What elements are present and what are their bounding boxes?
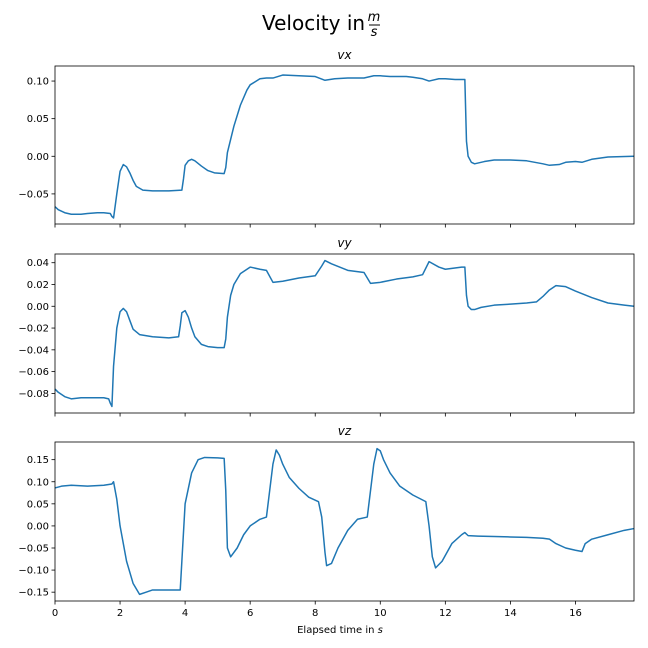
figure-title: Velocity in m s — [262, 10, 380, 40]
vy-axes-frame — [54, 253, 635, 414]
vz-xtick-label: 4 — [182, 608, 188, 619]
vz-xtick-label: 0 — [52, 608, 58, 619]
vz-title: vz — [338, 424, 352, 438]
vy-series-line — [54, 259, 635, 408]
vy-ytick-label: −0.02 — [18, 324, 49, 335]
vz-xtick-label: 12 — [439, 608, 452, 619]
vx-ytick-label: 0.10 — [27, 77, 49, 88]
vy-ytick-label: 0.04 — [27, 258, 49, 269]
vx-series-line — [54, 74, 635, 219]
vy-ytick-label: 0.02 — [27, 280, 49, 291]
vz-series-line — [54, 447, 635, 596]
vy-ytick-label: −0.08 — [18, 389, 49, 400]
vx-title: vx — [337, 48, 352, 62]
x-axis-label-unit: s — [378, 625, 383, 636]
x-axis-label-main: Elapsed time in — [297, 625, 374, 636]
vz-xtick-label: 6 — [247, 608, 253, 619]
vz-xtick-label: 10 — [374, 608, 387, 619]
vz-xtick-label: 8 — [312, 608, 318, 619]
vz-ytick-label: −0.05 — [18, 544, 49, 555]
figure-title-text: Velocity in — [262, 11, 365, 35]
vz-ytick-label: −0.15 — [18, 588, 49, 599]
subplot-panels: vx −0.05 0.00 0.05 0.10 vy −0.08 −0.06 −0.04 −0.0… — [18, 48, 635, 619]
vz-ytick-label: 0.00 — [27, 521, 49, 532]
vx-ytick-label: −0.05 — [18, 189, 49, 200]
vz-xtick-label: 16 — [569, 608, 582, 619]
vy-ytick-label: −0.06 — [18, 367, 49, 378]
vy-title: vy — [337, 236, 352, 250]
vx-ytick-label: 0.00 — [27, 152, 49, 163]
vz-axes-frame — [54, 441, 635, 602]
vx-panel: vx −0.05 0.00 0.05 0.10 — [18, 48, 635, 228]
vz-xtick-label: 2 — [117, 608, 123, 619]
vz-ytick-label: −0.10 — [18, 566, 49, 577]
vz-ytick-label: 0.05 — [27, 499, 49, 510]
vx-ytick-label: 0.05 — [27, 114, 49, 125]
vz-ytick-label: 0.10 — [27, 477, 49, 488]
figure-title-unit-denominator: s — [371, 25, 378, 40]
vz-panel: vz −0.15 −0.10 −0.05 0.00 0.05 0.10 0.15 0 2 4 6 8 10… — [18, 424, 635, 619]
figure-title-unit-numerator: m — [368, 10, 381, 25]
vz-xtick-label: 14 — [504, 608, 517, 619]
vy-ytick-label: −0.04 — [18, 345, 49, 356]
vz-ytick-label: 0.15 — [27, 455, 49, 466]
vy-ytick-label: 0.00 — [27, 302, 49, 313]
x-axis-label-text: Elapsed time in s — [297, 625, 383, 636]
vx-axes-frame — [54, 65, 635, 225]
x-axis-label: Elapsed time in s — [297, 625, 383, 636]
vy-panel: vy −0.08 −0.06 −0.04 −0.02 0.00 0.02 0.04 — [18, 236, 635, 417]
